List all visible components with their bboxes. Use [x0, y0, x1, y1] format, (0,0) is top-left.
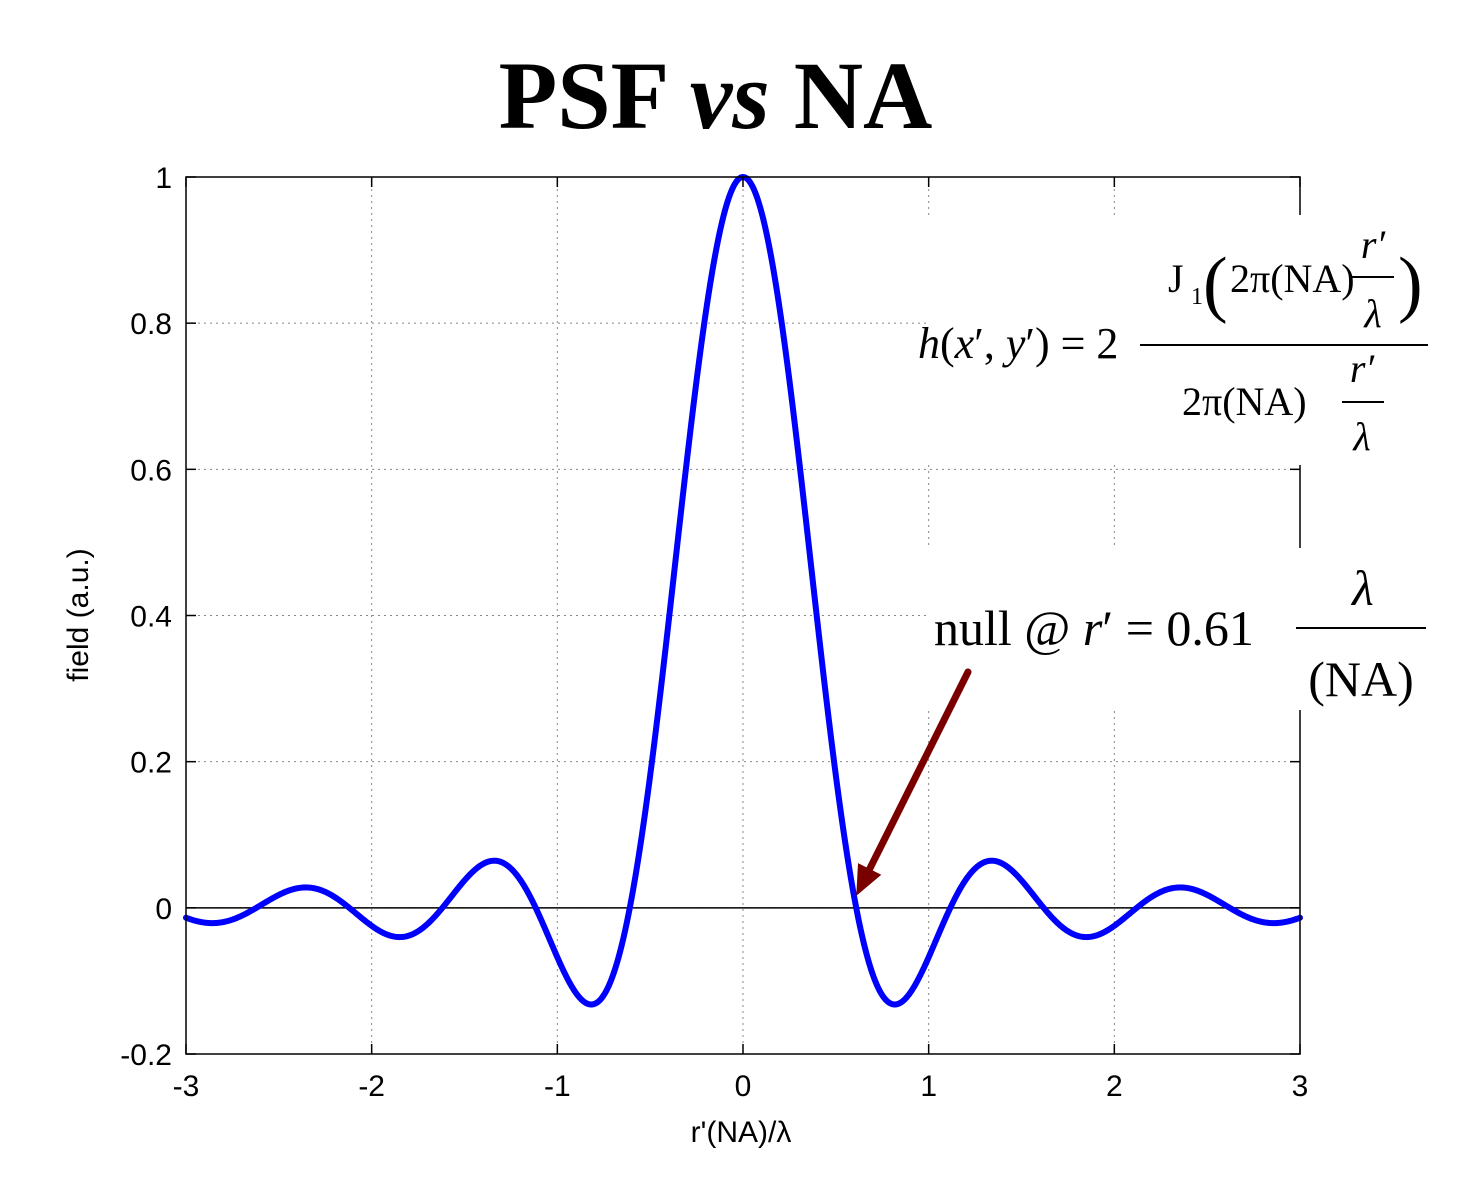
x-tick-label: 2 — [1106, 1070, 1123, 1103]
y-axis-label: field (a.u.) — [62, 548, 95, 681]
x-tick-label: -1 — [544, 1070, 571, 1103]
formula-den-frac-bottom: λ — [1352, 414, 1370, 459]
formula-bessel-fn: J — [1168, 256, 1184, 301]
y-tick-label: 0.6 — [130, 454, 172, 487]
null-annotation: null @ r′ = 0.61 λ (NA) — [926, 548, 1431, 710]
x-tick-label: 0 — [735, 1070, 752, 1103]
y-tick-label: 1 — [155, 162, 172, 195]
formula-den-frac-top: r′ — [1350, 346, 1376, 391]
null-arrow — [866, 668, 972, 873]
formula-paren-open: ( — [1203, 243, 1228, 325]
y-tick-label: 0.8 — [130, 308, 172, 341]
null-label-text: null @ r′ = 0.61 — [934, 600, 1254, 656]
x-tick-label: -2 — [358, 1070, 385, 1103]
formula-paren-close: ) — [1398, 243, 1423, 325]
formula-num-frac-top: r′ — [1361, 222, 1387, 267]
y-tick-label: 0.4 — [130, 601, 172, 634]
formula-numerator-arg: 2π(NA) — [1230, 256, 1355, 301]
x-tick-label: 1 — [920, 1070, 937, 1103]
arrow-layer — [856, 668, 972, 896]
chart-title: PSF vs NA — [498, 42, 933, 149]
formula-num-frac-bottom: λ — [1363, 291, 1381, 336]
y-tick-label: 0.2 — [130, 747, 172, 780]
formula-denominator: 2π(NA) — [1182, 379, 1307, 424]
formula-lhs: h(x′, y′) = 2 — [918, 319, 1118, 368]
formula-bessel-sub: 1 — [1191, 284, 1203, 310]
tick-layer: -3 -2 -1 0 1 2 3 -0.2 0 0.2 0.4 0.6 0.8 1 — [120, 162, 1308, 1103]
null-arrowhead — [856, 863, 882, 896]
x-tick-label: -3 — [173, 1070, 200, 1103]
y-tick-label: 0 — [155, 893, 172, 926]
null-frac-bottom: (NA) — [1308, 651, 1414, 707]
null-frac-top: λ — [1350, 560, 1374, 616]
y-tick-label: -0.2 — [120, 1039, 172, 1072]
formula-background — [926, 215, 1431, 465]
formula-annotation: h(x′, y′) = 2 J 1 ( 2π(NA) r′ λ ) 2π(NA)… — [918, 215, 1431, 465]
x-axis-label: r'(NA)/λ — [691, 1116, 792, 1149]
x-tick-label: 3 — [1292, 1070, 1309, 1103]
